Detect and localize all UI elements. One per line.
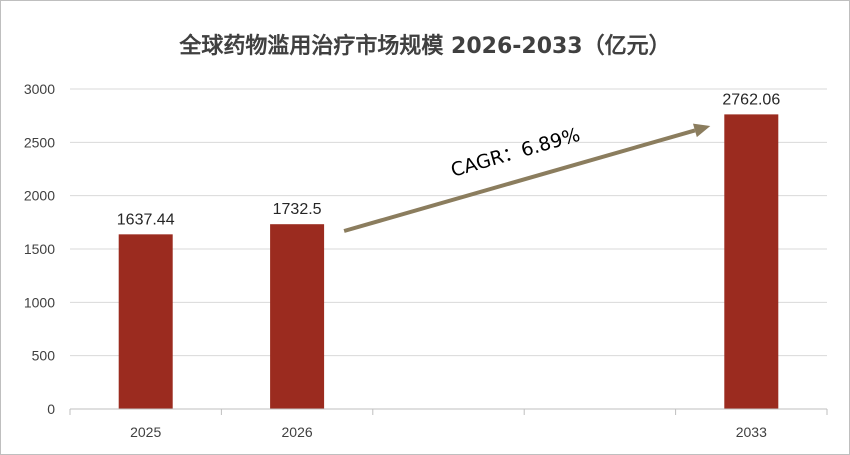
x-tick-label: 2026 xyxy=(282,424,313,440)
x-tick-label: 2025 xyxy=(130,424,161,440)
data-label-2025: 1637.44 xyxy=(117,211,175,228)
y-tick-label: 1500 xyxy=(24,241,55,257)
data-label-2033: 2762.06 xyxy=(722,91,780,108)
cagr-arrow-head xyxy=(692,123,711,138)
gridlines xyxy=(70,88,827,357)
cagr-annotation: CAGR：6.89% xyxy=(343,123,711,233)
y-tick-label: 3000 xyxy=(24,81,55,97)
y-tick-label: 500 xyxy=(32,348,56,364)
y-axis: 0 500 1000 1500 2000 2500 3000 xyxy=(24,81,55,417)
y-tick-label: 2500 xyxy=(24,134,55,150)
data-label-2026: 1732.5 xyxy=(273,201,322,218)
bar-2025 xyxy=(118,234,173,409)
bars: 1637.44 1732.5 2762.06 xyxy=(117,91,780,410)
cagr-label: CAGR：6.89% xyxy=(448,124,582,182)
x-tick-label: 2033 xyxy=(736,424,767,440)
y-tick-label: 1000 xyxy=(24,294,55,310)
chart-title: 全球药物滥用治疗市场规模 2026-2033（亿元） xyxy=(178,33,670,59)
y-tick-label: 0 xyxy=(47,401,55,417)
bar-2033 xyxy=(724,114,779,410)
cagr-arrow-line xyxy=(343,128,696,233)
x-axis: 2025 2026 2033 xyxy=(69,408,828,440)
bar-2026 xyxy=(270,224,325,409)
y-tick-label: 2000 xyxy=(24,188,55,204)
